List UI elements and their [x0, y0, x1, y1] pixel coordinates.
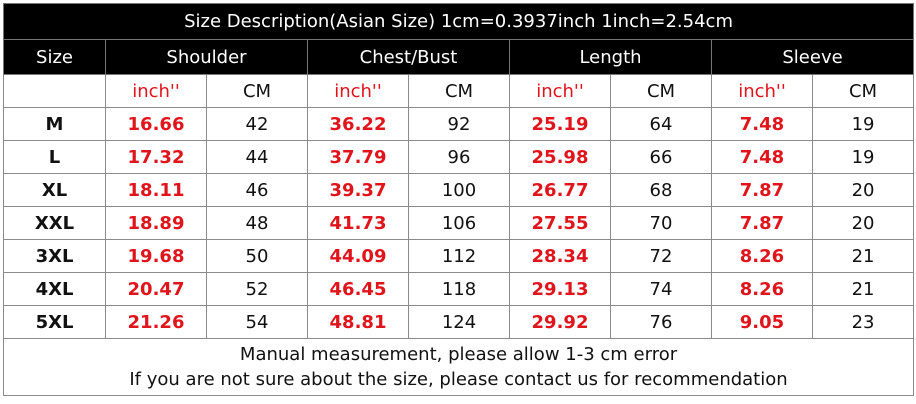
cm-value-cell: 106: [408, 206, 510, 240]
inch-value-cell: 9.05: [711, 305, 813, 339]
inch-value-cell: 29.92: [509, 305, 611, 339]
cm-value-cell: 52: [206, 272, 308, 306]
inch-value-cell: 7.87: [711, 206, 813, 240]
cm-value-cell: 96: [408, 140, 510, 174]
cm-value-cell: 112: [408, 239, 510, 273]
inch-value-cell: 8.26: [711, 272, 813, 306]
inch-value-cell: 44.09: [307, 239, 409, 273]
table-row: 5XL 21.26 54 48.81 124 29.92 76 9.05 23: [3, 305, 915, 339]
cm-value-cell: 20: [811, 206, 915, 240]
inch-value-cell: 37.79: [307, 140, 409, 174]
size-cell: XXL: [3, 206, 106, 240]
unit-cm: CM: [610, 74, 712, 108]
inch-value-cell: 48.81: [307, 305, 409, 339]
shoulder-header: Shoulder: [105, 39, 308, 75]
inch-value-cell: 28.34: [509, 239, 611, 273]
footer-line-1: Manual measurement, please allow 1-3 cm …: [239, 344, 678, 365]
table-row: L 17.32 44 37.79 96 25.98 66 7.48 19: [3, 140, 915, 174]
unit-cm: CM: [811, 74, 915, 108]
inch-value-cell: 21.26: [105, 305, 207, 339]
inch-value-cell: 7.87: [711, 173, 813, 207]
chest-bust-header: Chest/Bust: [307, 39, 510, 75]
cm-value-cell: 54: [206, 305, 308, 339]
inch-value-cell: 7.48: [711, 140, 813, 174]
inch-value-cell: 8.26: [711, 239, 813, 273]
footer-line-2: If you are not sure about the size, plea…: [129, 369, 788, 390]
cm-value-cell: 70: [610, 206, 712, 240]
inch-value-cell: 25.19: [509, 107, 611, 141]
sleeve-header: Sleeve: [710, 39, 915, 75]
size-cell: XL: [3, 173, 106, 207]
cm-value-cell: 100: [408, 173, 510, 207]
table-row: 4XL 20.47 52 46.45 118 29.13 74 8.26 21: [3, 272, 915, 306]
inch-value-cell: 18.89: [105, 206, 207, 240]
cm-value-cell: 92: [408, 107, 510, 141]
cm-value-cell: 68: [610, 173, 712, 207]
inch-value-cell: 39.37: [307, 173, 409, 207]
cm-value-cell: 44: [206, 140, 308, 174]
cm-value-cell: 66: [610, 140, 712, 174]
inch-value-cell: 16.66: [105, 107, 207, 141]
inch-value-cell: 46.45: [307, 272, 409, 306]
length-header: Length: [509, 39, 712, 75]
unit-cm: CM: [408, 74, 510, 108]
unit-cm: CM: [206, 74, 308, 108]
cm-value-cell: 21: [811, 272, 915, 306]
unit-inch: inch'': [307, 74, 409, 108]
inch-value-cell: 27.55: [509, 206, 611, 240]
size-cell: 5XL: [3, 305, 106, 339]
inch-value-cell: 41.73: [307, 206, 409, 240]
unit-inch: inch'': [509, 74, 611, 108]
inch-value-cell: 20.47: [105, 272, 207, 306]
size-header: Size: [3, 39, 106, 75]
units-row: inch'' CM inch'' CM inch'' CM inch'' CM: [3, 74, 915, 108]
cm-value-cell: 19: [811, 140, 915, 174]
cm-value-cell: 118: [408, 272, 510, 306]
table-row: XL 18.11 46 39.37 100 26.77 68 7.87 20: [3, 173, 915, 207]
cm-value-cell: 64: [610, 107, 712, 141]
size-cell: M: [3, 107, 106, 141]
size-chart-table: Size Description(Asian Size) 1cm=0.3937i…: [2, 3, 915, 396]
unit-inch: inch'': [711, 74, 813, 108]
inch-value-cell: 17.32: [105, 140, 207, 174]
table-row: XXL 18.89 48 41.73 106 27.55 70 7.87 20: [3, 206, 915, 240]
cm-value-cell: 19: [811, 107, 915, 141]
cm-value-cell: 76: [610, 305, 712, 339]
cm-value-cell: 21: [811, 239, 915, 273]
inch-value-cell: 19.68: [105, 239, 207, 273]
units-blank: [3, 74, 106, 108]
footer-note: Manual measurement, please allow 1-3 cm …: [2, 338, 915, 396]
size-chart-title: Size Description(Asian Size) 1cm=0.3937i…: [2, 3, 915, 40]
size-cell: 4XL: [3, 272, 106, 306]
cm-value-cell: 46: [206, 173, 308, 207]
inch-value-cell: 18.11: [105, 173, 207, 207]
inch-value-cell: 36.22: [307, 107, 409, 141]
cm-value-cell: 72: [610, 239, 712, 273]
cm-value-cell: 42: [206, 107, 308, 141]
table-row: 3XL 19.68 50 44.09 112 28.34 72 8.26 21: [3, 239, 915, 273]
cm-value-cell: 74: [610, 272, 712, 306]
table-row: M 16.66 42 36.22 92 25.19 64 7.48 19: [3, 107, 915, 141]
cm-value-cell: 48: [206, 206, 308, 240]
size-cell: L: [3, 140, 106, 174]
inch-value-cell: 29.13: [509, 272, 611, 306]
cm-value-cell: 23: [811, 305, 915, 339]
unit-inch: inch'': [105, 74, 207, 108]
cm-value-cell: 124: [408, 305, 510, 339]
inch-value-cell: 25.98: [509, 140, 611, 174]
inch-value-cell: 7.48: [711, 107, 813, 141]
cm-value-cell: 50: [206, 239, 308, 273]
inch-value-cell: 26.77: [509, 173, 611, 207]
size-cell: 3XL: [3, 239, 106, 273]
cm-value-cell: 20: [811, 173, 915, 207]
